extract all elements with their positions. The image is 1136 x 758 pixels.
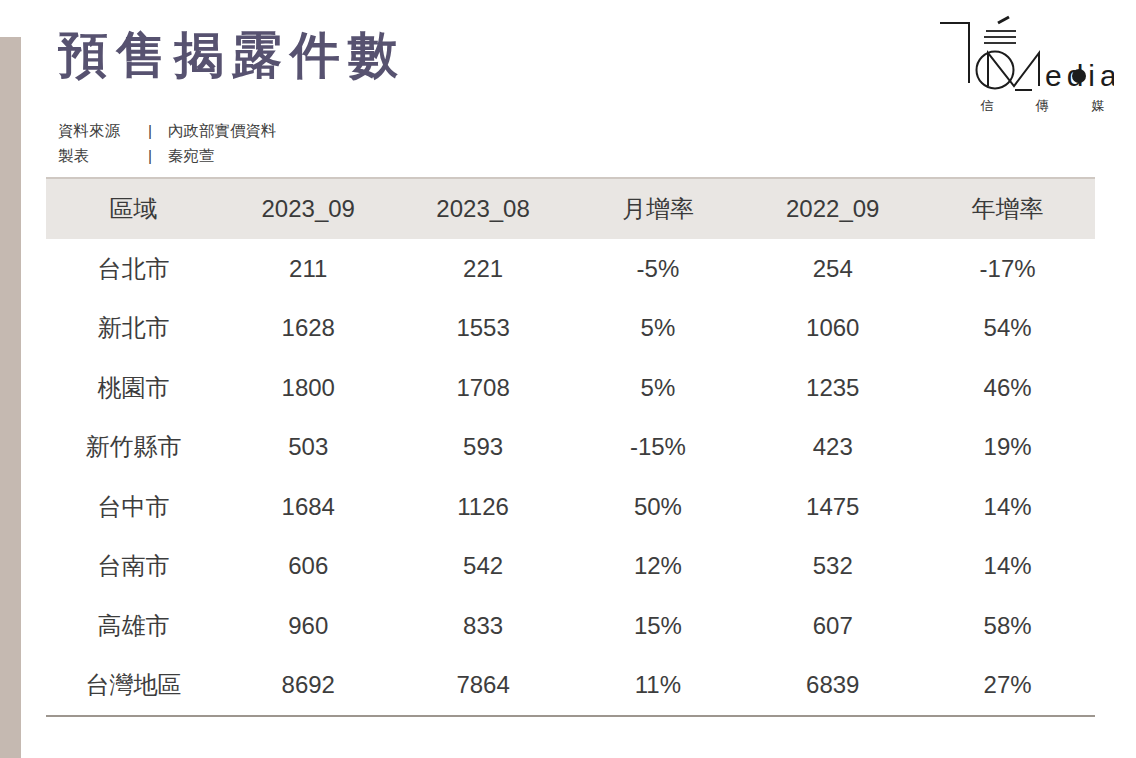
table-row: 新竹縣市503593-15%42319% [46, 418, 1095, 478]
value-cell: 5% [570, 314, 745, 342]
value-cell: 12% [570, 552, 745, 580]
column-header: 年增率 [920, 193, 1095, 225]
meta-block: 資料來源 | 內政部實價資料 製表 | 秦宛萱 [58, 118, 277, 168]
region-cell: 台南市 [46, 550, 221, 582]
value-cell: 15% [570, 612, 745, 640]
value-cell: -17% [920, 255, 1095, 283]
value-cell: 14% [920, 552, 1095, 580]
value-cell: 46% [920, 374, 1095, 402]
value-cell: 5% [570, 374, 745, 402]
value-cell: 532 [745, 552, 920, 580]
value-cell: 254 [745, 255, 920, 283]
value-cell: 211 [221, 255, 396, 283]
table-row: 台中市1684112650%147514% [46, 477, 1095, 537]
cmedia-logo: edia 信 傳 媒 [932, 10, 1114, 114]
table-row: 桃園市180017085%123546% [46, 358, 1095, 418]
value-cell: 8692 [221, 671, 396, 699]
value-cell: -15% [570, 433, 745, 461]
value-cell: 960 [221, 612, 396, 640]
table-row: 台南市60654212%53214% [46, 537, 1095, 597]
logo-cjk-char-3: 媒 [1092, 98, 1105, 113]
value-cell: 1235 [745, 374, 920, 402]
value-cell: 50% [570, 493, 745, 521]
column-header: 區域 [46, 193, 221, 225]
column-header: 2023_08 [396, 195, 571, 223]
value-cell: 1800 [221, 374, 396, 402]
value-cell: 14% [920, 493, 1095, 521]
author-row: 製表 | 秦宛萱 [58, 143, 277, 168]
page-title: 預售揭露件數 [58, 22, 406, 89]
value-cell: 593 [396, 433, 571, 461]
value-cell: 1684 [221, 493, 396, 521]
infographic-page: 預售揭露件數 edia 信 傳 媒 [0, 0, 1136, 758]
region-cell: 台灣地區 [46, 669, 221, 701]
value-cell: 833 [396, 612, 571, 640]
value-cell: 1475 [745, 493, 920, 521]
table-row: 新北市162815535%106054% [46, 299, 1095, 359]
author-value: 秦宛萱 [168, 143, 215, 168]
region-cell: 台中市 [46, 491, 221, 523]
value-cell: 7864 [396, 671, 571, 699]
column-header: 2023_09 [221, 195, 396, 223]
left-accent-strip [0, 37, 21, 758]
data-table: 區域2023_092023_08月增率2022_09年增率 台北市211221-… [46, 177, 1095, 717]
value-cell: 1708 [396, 374, 571, 402]
value-cell: 606 [221, 552, 396, 580]
value-cell: 6839 [745, 671, 920, 699]
source-value: 內政部實價資料 [168, 118, 277, 143]
value-cell: 1553 [396, 314, 571, 342]
value-cell: 1060 [745, 314, 920, 342]
value-cell: 1126 [396, 493, 571, 521]
value-cell: 503 [221, 433, 396, 461]
logo-cjk-char-1: 信 [980, 98, 994, 113]
region-cell: 桃園市 [46, 372, 221, 404]
region-cell: 高雄市 [46, 610, 221, 642]
table-row: 台北市211221-5%254-17% [46, 239, 1095, 299]
value-cell: 27% [920, 671, 1095, 699]
table-row: 高雄市96083315%60758% [46, 596, 1095, 656]
value-cell: 11% [570, 671, 745, 699]
value-cell: 423 [745, 433, 920, 461]
author-pipe: | [148, 143, 152, 168]
value-cell: 19% [920, 433, 1095, 461]
value-cell: 1628 [221, 314, 396, 342]
value-cell: 607 [745, 612, 920, 640]
logo-cjk-char-2: 傳 [1035, 98, 1049, 113]
region-cell: 新竹縣市 [46, 431, 221, 463]
author-label: 製表 [58, 143, 148, 168]
column-header: 2022_09 [745, 195, 920, 223]
source-label: 資料來源 [58, 118, 148, 143]
table-header-row: 區域2023_092023_08月增率2022_09年增率 [46, 177, 1095, 239]
source-pipe: | [148, 118, 152, 143]
value-cell: 221 [396, 255, 571, 283]
region-cell: 新北市 [46, 312, 221, 344]
value-cell: 542 [396, 552, 571, 580]
cmedia-monogram-icon: edia 信 傳 媒 [932, 10, 1114, 114]
table-row: 台灣地區8692786411%683927% [46, 656, 1095, 716]
value-cell: 54% [920, 314, 1095, 342]
value-cell: 58% [920, 612, 1095, 640]
value-cell: -5% [570, 255, 745, 283]
region-cell: 台北市 [46, 253, 221, 285]
source-row: 資料來源 | 內政部實價資料 [58, 118, 277, 143]
table-body: 台北市211221-5%254-17%新北市162815535%106054%桃… [46, 239, 1095, 715]
column-header: 月增率 [570, 193, 745, 225]
